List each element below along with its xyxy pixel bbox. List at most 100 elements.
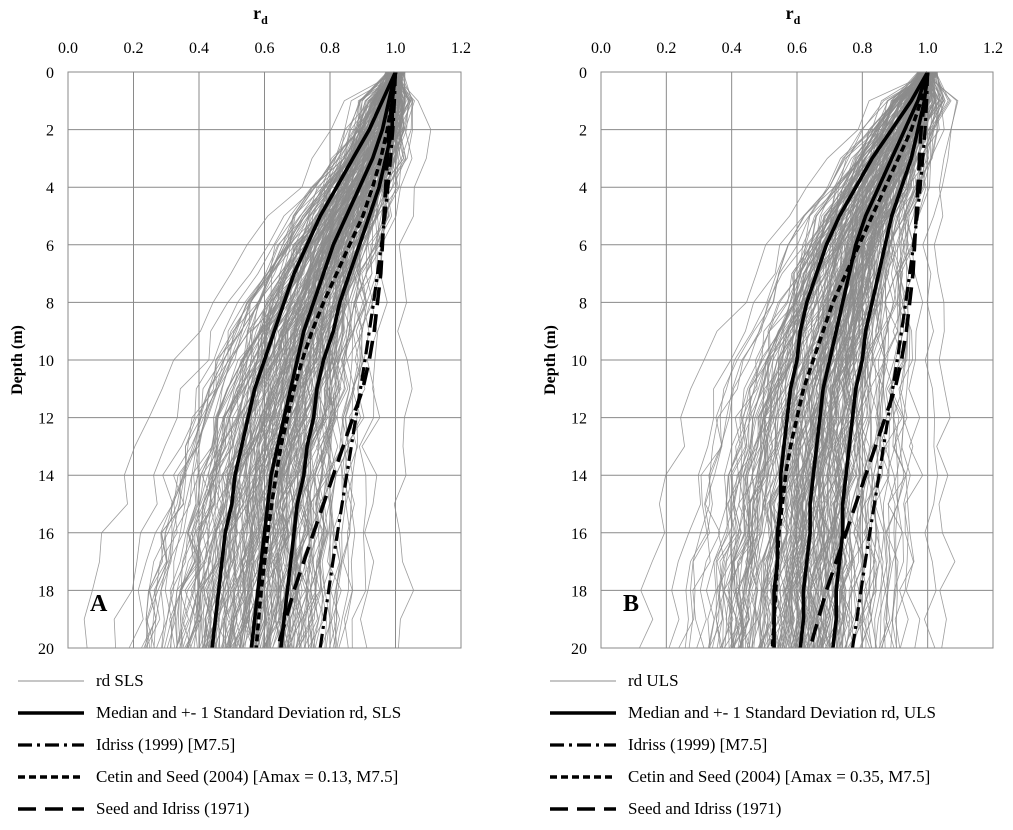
- y-tick-label: 8: [46, 295, 54, 312]
- series-line-plus_1sd: [279, 71, 398, 649]
- ensemble-line: [175, 71, 398, 649]
- ensemble-line: [922, 71, 958, 649]
- ensemble-line: [904, 71, 945, 649]
- series-line-median: [249, 71, 398, 649]
- ensemble-line: [860, 71, 944, 649]
- y-tick-label: 12: [571, 411, 587, 428]
- ensemble-line: [336, 71, 411, 649]
- ensemble-line: [181, 71, 393, 649]
- legend-label: rd ULS: [628, 671, 679, 690]
- y-axis-label: Depth (m): [9, 325, 26, 395]
- legend-label: Idriss (1999) [M7.5]: [96, 735, 236, 754]
- ensemble-line: [330, 71, 405, 649]
- x-tick-label: 0.6: [787, 40, 807, 57]
- ensemble-line: [268, 71, 390, 649]
- ensemble-line: [150, 71, 389, 649]
- y-tick-label: 2: [579, 123, 587, 140]
- y-tick-label: 16: [38, 526, 54, 543]
- legend-label: Cetin and Seed (2004) [Amax = 0.13, M7.5…: [96, 767, 399, 786]
- legend-swatch: [550, 711, 616, 715]
- ensemble-line: [842, 71, 937, 649]
- ensemble-line: [239, 71, 399, 649]
- ensemble-line: [708, 71, 938, 649]
- series-line-dashed-short: [770, 71, 930, 649]
- panel-a: 0.0 0.2 0.4 0.6 0.8 1.0 1.2 0 2 4 6 8 10 12 14 16 18 20 rd…: [9, 3, 471, 658]
- panel-label: B: [623, 591, 639, 617]
- y-tick-label: 14: [38, 468, 54, 485]
- ensemble-line: [794, 71, 933, 649]
- x-tick-label: 1.0: [386, 40, 406, 57]
- ensemble-line: [145, 71, 391, 649]
- ensemble-line: [177, 71, 392, 649]
- ensemble-line: [224, 71, 401, 649]
- series-line-dashed-long: [275, 71, 398, 649]
- y-tick-label: 18: [571, 583, 587, 600]
- ensemble-line: [846, 71, 938, 649]
- legend-swatch: [550, 775, 616, 779]
- y-tick-label: 2: [46, 123, 54, 140]
- ensemble-line: [732, 71, 934, 649]
- x-tick-label: 0.8: [320, 40, 340, 57]
- series-line-dash-dot: [850, 71, 930, 649]
- legend-label: Median and +- 1 Standard Deviation rd, U…: [628, 703, 936, 722]
- legend-swatch: [18, 807, 84, 811]
- ensemble-line: [721, 71, 920, 649]
- ensemble-line: [341, 71, 411, 649]
- y-tick-label: 0: [579, 65, 587, 82]
- plot-border: [600, 71, 994, 649]
- ensemble-line: [292, 71, 397, 649]
- x-axis-label-sub: d: [794, 13, 801, 27]
- ensemble-line: [160, 71, 391, 649]
- ensemble-line: [668, 71, 937, 649]
- series-line-dashed-short: [254, 71, 398, 649]
- ensemble-line: [876, 71, 946, 649]
- ensemble-line: [882, 71, 946, 649]
- y-tick-label: 6: [46, 238, 54, 255]
- x-tick-label: 0.4: [722, 40, 742, 57]
- legend-swatch: [18, 775, 84, 779]
- x-tick-label: 1.0: [918, 40, 938, 57]
- ensemble-line: [360, 71, 415, 649]
- ensemble-line: [735, 71, 930, 649]
- y-tick-label: 18: [38, 583, 54, 600]
- ensemble-line: [712, 71, 935, 649]
- legend-label: Median and +- 1 Standard Deviation rd, S…: [96, 703, 402, 722]
- y-tick-label: 6: [579, 238, 587, 255]
- y-tick-label: 10: [38, 353, 54, 370]
- ensemble-line: [266, 71, 398, 649]
- legend-b: rd ULS Median and +- 1 Standard Deviation…: [550, 666, 1010, 828]
- series-line-median: [798, 71, 930, 649]
- x-axis-label-sub: d: [261, 13, 268, 27]
- ensemble-line: [156, 71, 402, 649]
- ensemble-line: [143, 71, 388, 649]
- legend-label: Seed and Idriss (1971): [628, 799, 782, 818]
- ensemble-line: [684, 71, 928, 649]
- legend-swatch: [18, 680, 84, 682]
- x-tick-label: 0.8: [852, 40, 872, 57]
- legend-label: Idriss (1999) [M7.5]: [628, 735, 768, 754]
- ensemble-line: [252, 71, 400, 649]
- ensemble-line: [874, 71, 945, 649]
- legend-swatch: [18, 743, 84, 747]
- x-axis-label-main: r: [786, 3, 794, 23]
- ensemble-line: [812, 71, 922, 649]
- ensemble-line: [391, 71, 432, 649]
- ensemble-line: [312, 71, 410, 649]
- legend-swatch: [18, 711, 84, 715]
- ensemble-line: [780, 71, 928, 649]
- y-tick-label: 20: [38, 641, 54, 658]
- ensemble-line: [169, 71, 400, 649]
- y-tick-label: 8: [579, 295, 587, 312]
- ensemble-line: [921, 71, 959, 649]
- x-axis-label: rd: [253, 3, 268, 27]
- ensemble-line: [829, 71, 934, 649]
- x-tick-label: 0.0: [58, 40, 78, 57]
- series-line-minus_1sd: [210, 71, 398, 649]
- y-tick-label: 4: [579, 180, 587, 197]
- ensemble-line: [283, 71, 397, 648]
- ensemble-line: [736, 71, 922, 649]
- y-tick-label: 0: [46, 65, 54, 82]
- ensemble-line: [759, 71, 938, 649]
- y-axis-label: Depth (m): [542, 325, 559, 395]
- ensemble-line: [781, 71, 933, 649]
